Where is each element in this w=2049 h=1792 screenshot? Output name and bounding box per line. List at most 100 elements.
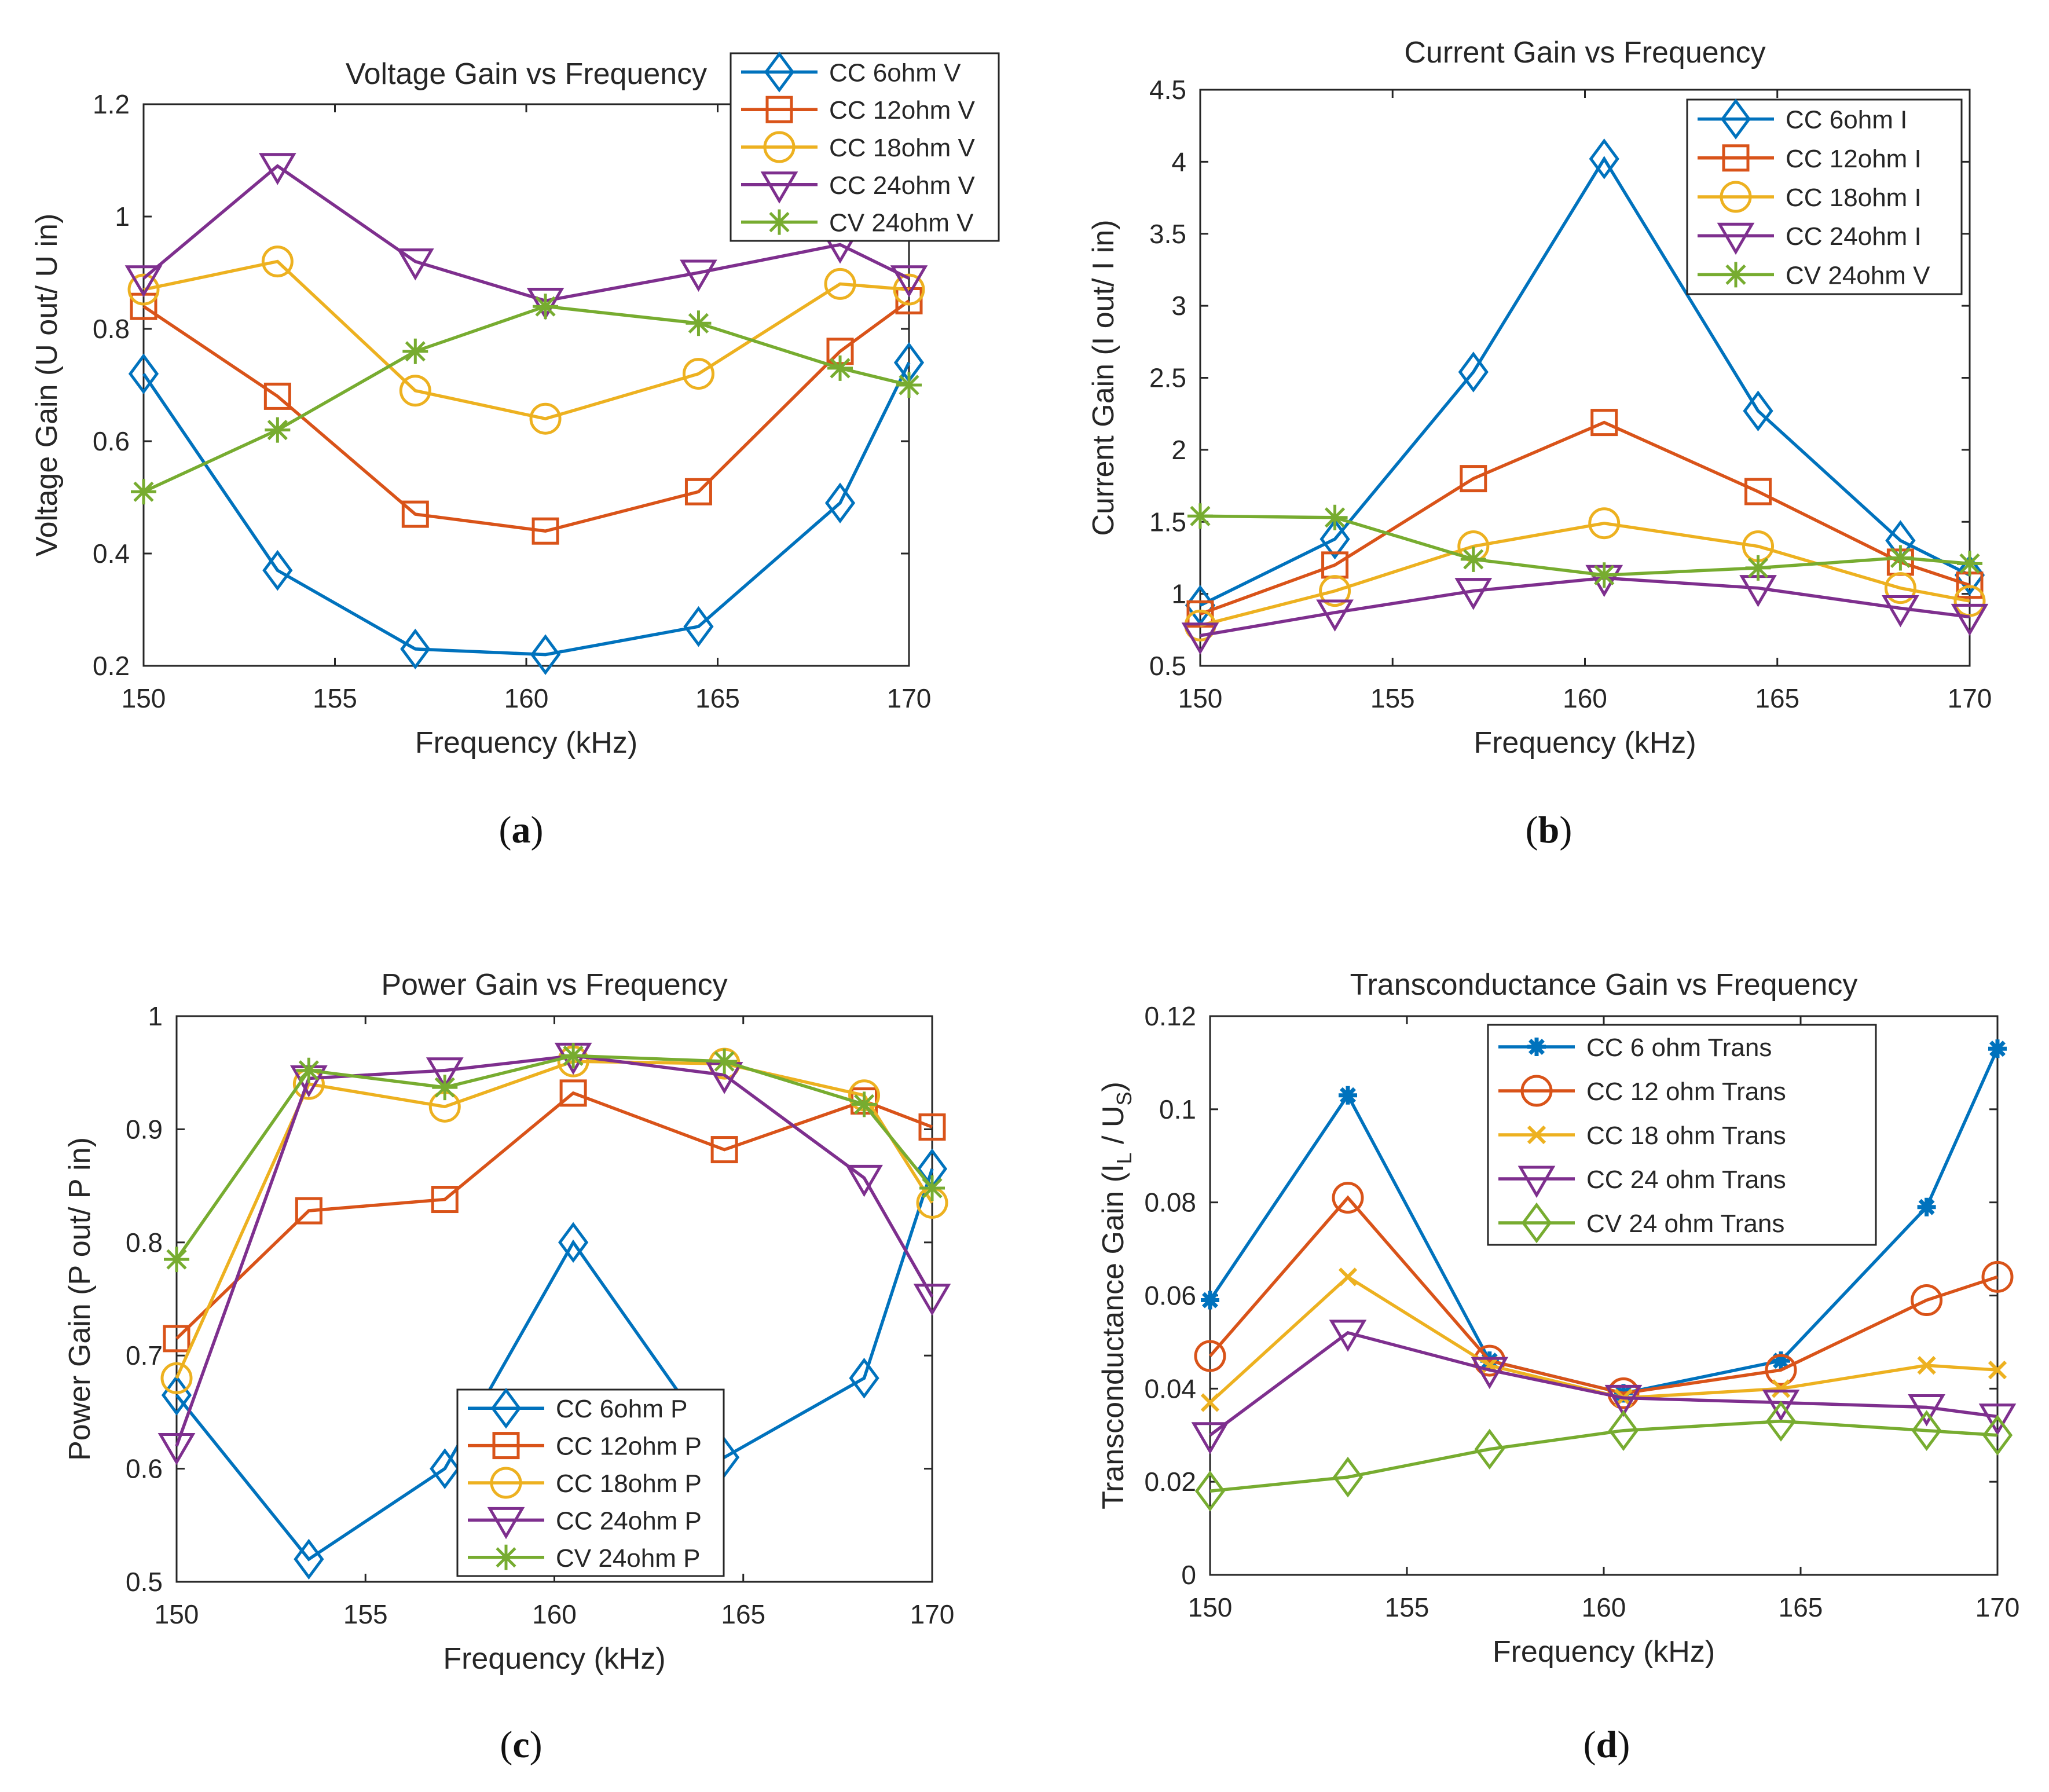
data-point	[1908, 1394, 1945, 1427]
legend-entry: CV 24 ohm Trans	[1586, 1210, 1784, 1238]
data-point	[1762, 1389, 1800, 1422]
y-axis-label-part: / U	[1097, 1106, 1130, 1153]
panel-label-paren: (	[1584, 1724, 1596, 1766]
data-point	[526, 288, 565, 320]
data-point	[845, 1164, 883, 1197]
x-tick-label: 155	[1385, 1592, 1429, 1622]
data-point	[1458, 351, 1489, 393]
legend-marker	[492, 1432, 520, 1460]
legend-marker	[1527, 1038, 1546, 1056]
data-point	[1338, 1267, 1358, 1287]
data-point	[890, 265, 928, 298]
y-tick-label: 4.5	[1149, 75, 1186, 105]
data-point	[851, 1091, 877, 1117]
data-point	[1589, 138, 1619, 179]
y-tick-label: 0.02	[1144, 1467, 1196, 1497]
panel-label-letter: a	[512, 809, 531, 851]
data-point	[1339, 1086, 1357, 1105]
y-axis-label: Voltage Gain (U out/ U in)	[30, 214, 64, 557]
legend-entry: CC 24 ohm Trans	[1586, 1166, 1786, 1194]
data-point	[1460, 546, 1486, 572]
data-point	[261, 245, 294, 278]
data-point	[1772, 1351, 1790, 1370]
data-point	[295, 1197, 322, 1225]
x-tick-label: 150	[1178, 683, 1223, 713]
y-tick-label: 0.04	[1144, 1373, 1196, 1403]
data-point	[1988, 1361, 2007, 1380]
y-tick-label: 2.5	[1149, 363, 1186, 393]
data-point	[1329, 1320, 1367, 1352]
legend-entry: CC 6ohm I	[1786, 106, 1907, 134]
legend-marker	[1722, 144, 1750, 172]
series-line	[1199, 156, 1971, 607]
legend-entry: CC 18ohm P	[556, 1469, 702, 1498]
x-tick-label: 170	[910, 1599, 955, 1629]
x-tick-label: 165	[695, 683, 740, 713]
y-tick-label: 1	[148, 1001, 163, 1031]
y-tick-label: 1.2	[93, 89, 130, 119]
data-point	[1951, 603, 1989, 636]
y-tick-label: 0.08	[1144, 1188, 1196, 1218]
series-line	[142, 361, 911, 657]
data-point	[1882, 595, 1919, 628]
data-point	[1917, 1197, 1936, 1216]
data-point	[1911, 1284, 1943, 1317]
data-point	[913, 1284, 951, 1316]
data-point	[1201, 1291, 1219, 1310]
data-point	[684, 478, 712, 505]
series-line	[143, 259, 910, 421]
y-axis-label: Power Gain (P out/ P in)	[63, 1137, 97, 1461]
legend-entry: CC 6ohm P	[556, 1395, 687, 1423]
data-point	[426, 1057, 464, 1090]
panel-label-paren: (	[499, 809, 512, 851]
data-point	[1917, 1356, 1936, 1375]
y-axis-label: Current Gain (I out/ I in)	[1087, 219, 1120, 536]
series-line	[1200, 521, 1970, 628]
data-point	[1978, 1403, 2017, 1436]
panel-label-letter: b	[1538, 809, 1560, 851]
data-point	[430, 1448, 460, 1489]
panel-label-letter: c	[512, 1724, 529, 1766]
x-tick-label: 160	[532, 1599, 577, 1629]
data-point	[683, 606, 714, 647]
data-point	[124, 265, 163, 298]
y-tick-label: 0.6	[93, 426, 130, 456]
data-point	[1194, 1340, 1226, 1372]
data-point	[1591, 562, 1617, 588]
data-point	[1765, 1401, 1797, 1442]
y-tick-label: 0.8	[126, 1227, 163, 1258]
legend-marker	[765, 96, 793, 123]
legend-marker	[767, 209, 792, 235]
data-point	[401, 500, 429, 528]
y-axis-label-subscript: L	[1112, 1152, 1136, 1164]
x-tick-label: 150	[1188, 1592, 1233, 1622]
data-point	[558, 1222, 589, 1263]
series-line	[142, 299, 910, 533]
data-point	[1322, 504, 1348, 530]
data-point	[1887, 545, 1914, 571]
y-axis-label: Transconductance Gain (IL / US)	[1097, 1082, 1136, 1509]
data-point	[1191, 1422, 1229, 1454]
y-tick-label: 0.06	[1144, 1281, 1196, 1311]
data-point	[1954, 555, 1985, 596]
legend-entry: CC 18ohm I	[1786, 184, 1922, 212]
legend-entry: CV 24ohm V	[1786, 261, 1930, 289]
data-point	[1957, 551, 1982, 577]
y-tick-label: 0.5	[1149, 651, 1186, 681]
series-line	[1209, 1331, 1998, 1436]
legend-marker	[763, 131, 796, 163]
y-tick-label: 1.5	[1149, 507, 1186, 537]
data-point	[157, 1433, 196, 1465]
data-point	[1332, 1456, 1363, 1498]
y-axis-label-part: Transconductance Gain (I	[1097, 1164, 1130, 1509]
x-tick-label: 160	[1563, 683, 1607, 713]
legend-marker	[1527, 1125, 1546, 1145]
series-line	[1209, 1419, 1998, 1493]
y-axis-label-subscript: S	[1112, 1092, 1136, 1106]
legend-entry: CC 12 ohm Trans	[1586, 1078, 1786, 1106]
data-point	[1981, 1260, 2014, 1293]
legend-entry: CC 12ohm V	[829, 96, 976, 124]
panel-label-paren: )	[1617, 1724, 1630, 1766]
data-point	[1590, 409, 1618, 437]
chart-a: 150 155 160 165 170 0.2 0.4 0.6 0.8 1 1.2 Voltage G…	[30, 52, 1000, 851]
